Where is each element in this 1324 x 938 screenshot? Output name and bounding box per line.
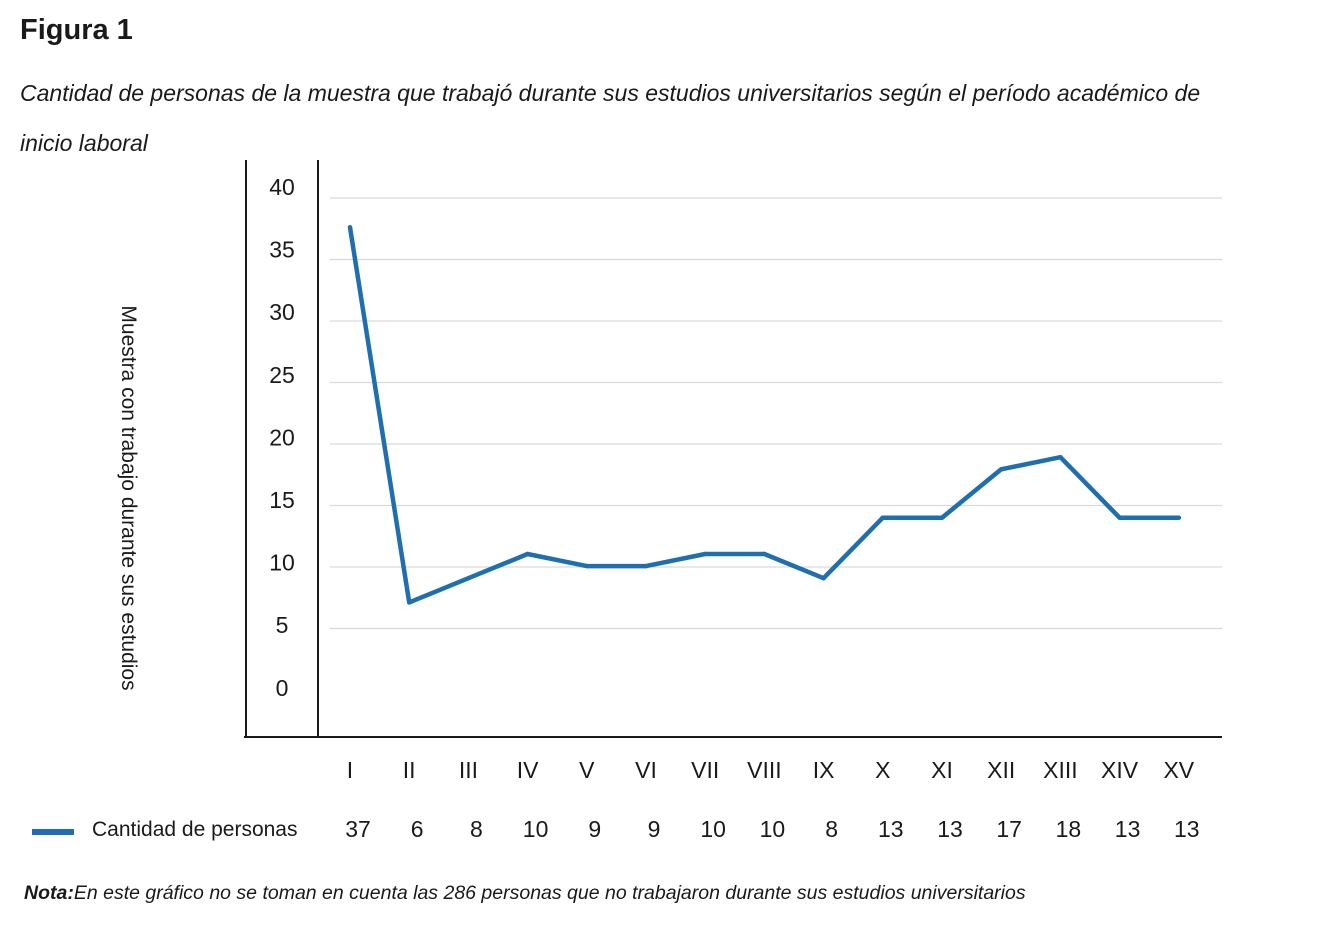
y-tick-label: 40: [269, 174, 295, 200]
y-tick-label: 0: [276, 675, 289, 701]
data-point: [466, 576, 471, 581]
data-point: [643, 563, 649, 569]
data-point: [1058, 455, 1063, 460]
y-tick-label: 10: [269, 550, 295, 576]
x-tick-label: XI: [931, 757, 953, 783]
data-point: [821, 576, 826, 581]
x-tick-label: IV: [517, 757, 539, 783]
grid-lines: [330, 197, 1222, 630]
x-tick-label: VI: [635, 757, 657, 783]
axes: [244, 160, 1222, 738]
x-tick-label: VII: [691, 757, 719, 783]
table-value: 17: [996, 816, 1022, 842]
y-tick-label: 5: [276, 612, 289, 638]
data-point: [703, 551, 708, 557]
table-value: 13: [878, 816, 904, 842]
x-tick-label: IX: [813, 757, 835, 783]
table-value: 37: [345, 816, 371, 842]
x-tick-label: XII: [987, 757, 1015, 783]
series-line: [347, 225, 1182, 605]
table-value: 13: [1115, 816, 1141, 842]
series-group: [347, 225, 1182, 605]
y-tick-label: 30: [269, 299, 295, 325]
x-tick-label: II: [403, 757, 416, 783]
table-value: 10: [760, 816, 786, 842]
data-point: [525, 551, 530, 557]
chart-note: Nota:En este gráfico no se toman en cuen…: [24, 882, 1026, 905]
table-value: 8: [470, 816, 483, 842]
x-tick-label: XIV: [1101, 757, 1139, 783]
legend-label: Cantidad de personas: [92, 818, 297, 841]
y-tick-label: 15: [269, 487, 295, 513]
x-tick-label: III: [459, 757, 478, 783]
figure-label: Figura 1: [20, 14, 133, 46]
y-axis-label: Muestra con trabajo durante sus estudios: [117, 305, 140, 690]
y-tick-label: 25: [269, 362, 295, 388]
legend-swatch: [32, 829, 74, 835]
table-value: 9: [588, 816, 601, 842]
data-point: [347, 225, 353, 230]
data-point: [762, 551, 767, 557]
y-tick-label: 20: [269, 424, 295, 450]
table-value: 9: [648, 816, 661, 842]
table-value: 8: [825, 816, 838, 842]
note-prefix: Nota:: [24, 882, 74, 904]
y-tick-label: 35: [269, 237, 295, 263]
x-tick-label: VIII: [747, 757, 782, 783]
table-value: 18: [1056, 816, 1082, 842]
data-point: [939, 515, 945, 520]
table-value: 6: [411, 816, 424, 842]
x-tick-label: XIII: [1043, 757, 1078, 783]
figure-caption: Cantidad de personas de la muestra que t…: [20, 80, 1201, 156]
x-tick-label: X: [875, 757, 890, 783]
table-value: 13: [937, 816, 963, 842]
x-tick-labels: I II III IV V VI VII VIII IX X XI XII XIII XIV XV: [347, 757, 1195, 783]
data-point: [584, 563, 589, 569]
table-value: 13: [1174, 816, 1200, 842]
data-point: [407, 600, 412, 605]
data-point: [1176, 515, 1182, 520]
x-tick-label: XV: [1163, 757, 1194, 783]
table-value: 10: [700, 816, 726, 842]
y-tick-labels: 40 35 30 25 20 15 10 5 0: [269, 174, 295, 701]
data-point: [999, 467, 1004, 472]
data-point: [880, 515, 885, 520]
data-point: [1117, 515, 1122, 520]
data-table: 37 6 8 10 9 9 10 10 8 13 13 17 18 13 13: [345, 816, 1199, 842]
note-text: En este gráfico no se toman en cuenta la…: [73, 882, 1026, 904]
table-value: 10: [523, 816, 549, 842]
x-tick-label: V: [579, 757, 595, 783]
x-tick-label: I: [347, 757, 353, 783]
legend: Cantidad de personas: [32, 818, 297, 841]
